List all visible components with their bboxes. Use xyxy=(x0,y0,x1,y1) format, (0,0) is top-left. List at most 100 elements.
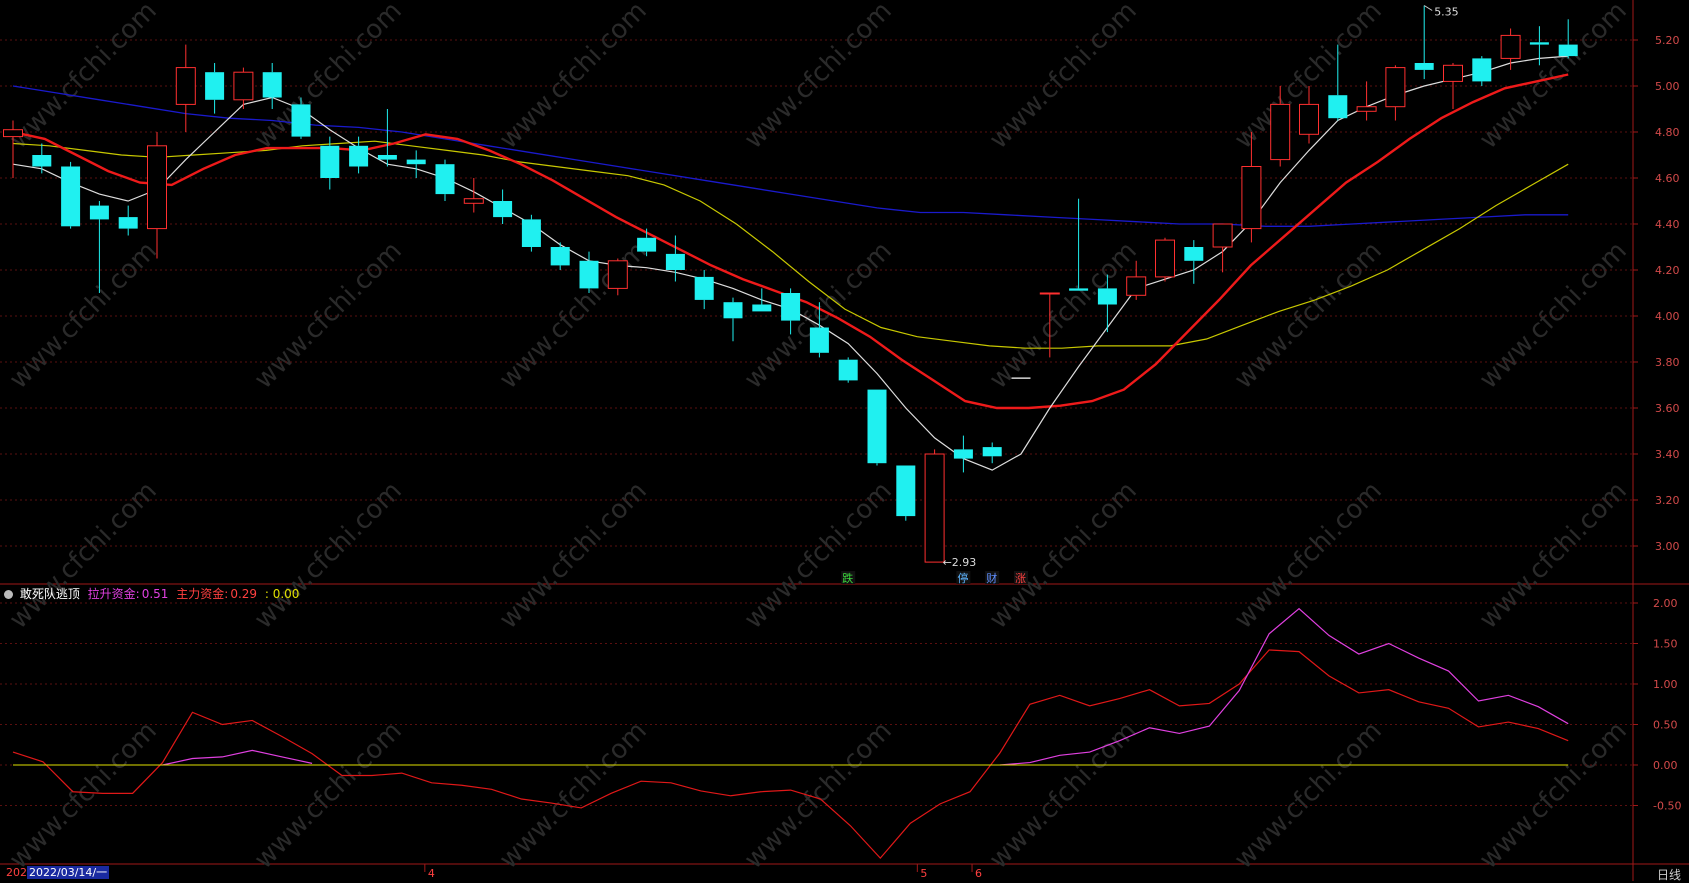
candle-body xyxy=(607,260,628,289)
candle-body xyxy=(291,104,311,137)
candle-body xyxy=(1385,67,1406,108)
signal-marker: 停 xyxy=(957,571,968,585)
candle-body xyxy=(262,72,282,98)
cursor-date: 2022/03/14/一 xyxy=(27,866,110,879)
candle-body xyxy=(1472,58,1492,82)
candle-body xyxy=(349,145,369,167)
candle-body xyxy=(1212,223,1233,248)
watermark-text: www.cfchi.com xyxy=(494,0,653,155)
indicator-name[interactable]: 敢死队逃顶 xyxy=(19,587,80,601)
candle-body xyxy=(924,453,945,563)
watermark-text: www.cfchi.com xyxy=(984,0,1143,155)
indicator-tick-label: 1.00 xyxy=(1653,678,1678,691)
candle-body xyxy=(781,293,801,321)
candle-body xyxy=(1097,288,1117,305)
series1-value: 0.51 xyxy=(141,587,169,601)
signal-marker: 财 xyxy=(986,571,997,585)
price-tick-label: 4.20 xyxy=(1655,264,1680,277)
price-tick-label: 5.20 xyxy=(1655,34,1680,47)
pull-up-fund-line xyxy=(999,607,1569,766)
price-tick-label: 4.40 xyxy=(1655,218,1680,231)
indicator-legend: 敢死队逃顶 拉升资金: 0.51 主力资金: 0.29 : 0.00 xyxy=(4,585,303,602)
candle-body xyxy=(953,449,973,459)
price-tick-label: 3.20 xyxy=(1655,494,1680,507)
candle-body xyxy=(233,71,254,101)
candle-body xyxy=(1558,44,1578,57)
signal-marker-bg xyxy=(1014,571,1028,584)
candle-body xyxy=(175,67,196,105)
watermark-text: www.cfchi.com xyxy=(494,716,653,875)
watermark-text: www.cfchi.com xyxy=(494,236,653,395)
watermark-text: www.cfchi.com xyxy=(1229,476,1388,635)
candle-body xyxy=(89,205,109,220)
watermark-text: www.cfchi.com xyxy=(1474,236,1633,395)
pull-up-fund-line xyxy=(162,749,313,766)
price-tick-label: 3.40 xyxy=(1655,448,1680,461)
indicator-toggle-icon[interactable] xyxy=(4,590,13,599)
watermark-text: www.cfchi.com xyxy=(249,716,408,875)
watermark-text: www.cfchi.com xyxy=(249,236,408,395)
watermark-text: www.cfchi.com xyxy=(739,0,898,155)
candle-body xyxy=(1356,106,1377,112)
watermark-text: www.cfchi.com xyxy=(4,476,163,635)
candle-body xyxy=(32,155,52,167)
indicator-tick-label: 0.00 xyxy=(1653,759,1678,772)
series2-label: 主力资金: xyxy=(176,587,229,601)
candle-body xyxy=(205,72,225,100)
candle-body xyxy=(118,217,138,229)
candle-body xyxy=(1328,95,1348,119)
high-pointer xyxy=(1423,5,1433,11)
candle-body xyxy=(1155,239,1175,278)
candle-body xyxy=(463,198,484,204)
candle-body xyxy=(3,129,23,138)
candle-body xyxy=(1529,42,1549,45)
signal-marker: 跌 xyxy=(842,571,853,585)
candle-body xyxy=(1039,292,1060,295)
period-label[interactable]: 日线 xyxy=(1656,868,1681,882)
price-tick-label: 3.80 xyxy=(1655,356,1680,369)
indicator-tick-label: -0.50 xyxy=(1653,800,1681,813)
ma-yellow-line xyxy=(12,140,1569,349)
main-fund-line xyxy=(12,649,1569,860)
price-tick-label: 3.60 xyxy=(1655,402,1680,415)
watermark-text: www.cfchi.com xyxy=(1229,716,1388,875)
series2-value: 0.29 xyxy=(230,587,258,601)
watermark-text: www.cfchi.com xyxy=(984,476,1143,635)
candle-body xyxy=(1299,103,1319,135)
candle-body xyxy=(1270,103,1291,161)
candle-body xyxy=(665,253,685,270)
signal-marker-bg xyxy=(841,571,856,584)
watermark-text: www.cfchi.com xyxy=(494,476,653,635)
date-bar: 202 2022/03/14/一 xyxy=(6,866,110,880)
candle-body xyxy=(982,447,1002,457)
price-tick-label: 3.00 xyxy=(1655,540,1680,553)
watermark-text: www.cfchi.com xyxy=(984,236,1143,395)
date-prefix: 202 xyxy=(6,866,27,879)
candle-body xyxy=(723,302,743,319)
watermark-text: www.cfchi.com xyxy=(4,236,163,395)
indicator-tick-label: 2.00 xyxy=(1653,597,1678,610)
indicator-tick-label: 0.50 xyxy=(1653,719,1678,732)
candle-body xyxy=(377,155,397,160)
ma-blue-line xyxy=(12,85,1569,227)
month-tick-label: 5 xyxy=(920,867,927,880)
candle-body xyxy=(521,219,541,247)
candle-body xyxy=(1184,247,1204,261)
candle-body xyxy=(838,359,858,381)
signal-marker: 涨 xyxy=(1015,572,1026,585)
candle-body xyxy=(694,276,714,300)
candle-body xyxy=(61,166,81,227)
price-tick-label: 4.60 xyxy=(1655,172,1680,185)
watermark-text: www.cfchi.com xyxy=(1474,476,1633,635)
month-tick-label: 4 xyxy=(428,867,435,880)
candle-body xyxy=(579,260,599,289)
price-tick-label: 5.00 xyxy=(1655,80,1680,93)
low-label: ←2.93 xyxy=(943,556,977,569)
candle-body xyxy=(406,159,426,165)
candle-body xyxy=(1069,288,1089,291)
candle-body xyxy=(1241,166,1262,230)
candle-body xyxy=(1500,34,1521,59)
candle-body xyxy=(320,145,340,178)
candle-body xyxy=(867,389,887,464)
